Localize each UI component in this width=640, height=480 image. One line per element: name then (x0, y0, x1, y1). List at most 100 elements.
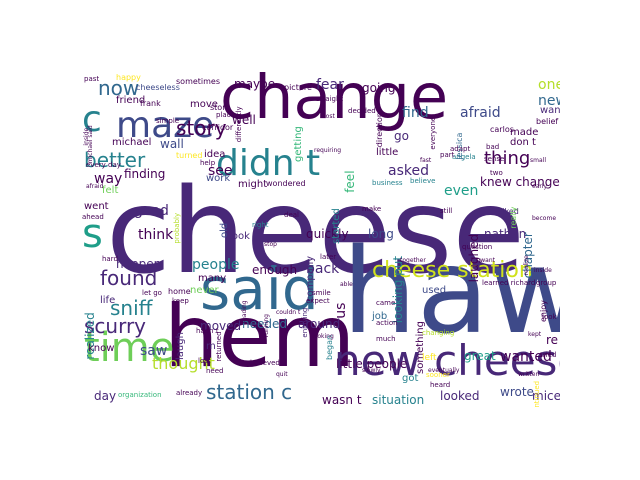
cloud-word: needed (242, 317, 287, 331)
cloud-word: left (422, 353, 437, 363)
cloud-word: question (462, 243, 493, 251)
cloud-word: sooner (426, 371, 450, 379)
cloud-word: straight (316, 95, 344, 103)
cloud-word: believed (250, 359, 280, 367)
cloud-word: sometimes (176, 77, 221, 86)
cloud-word: see (208, 163, 233, 179)
cloud-word: part (440, 151, 455, 159)
cloud-word: corridor (202, 123, 234, 132)
cloud-word: didn t (216, 143, 321, 184)
cloud-word: never (190, 285, 219, 296)
cloud-word: need (206, 367, 224, 375)
cloud-word: made (510, 127, 539, 138)
cloud-word: group (536, 279, 557, 287)
cloud-word: stop (264, 241, 277, 248)
cloud-word: tried (540, 351, 557, 359)
cloud-word: m (206, 341, 216, 352)
cloud-word: smile (312, 289, 331, 297)
cloud-word: quit (276, 371, 288, 378)
cloud-word: enjoy (539, 300, 548, 322)
cloud-word: looking (312, 333, 334, 340)
cloud-word: michael (112, 137, 152, 148)
cloud-word: eventually (428, 367, 460, 374)
cloud-word: many (198, 273, 227, 284)
cloud-word: us (333, 302, 349, 319)
cloud-word: home (168, 287, 191, 296)
cloud-word: couldn t (276, 309, 301, 316)
cloud-word: finding (124, 167, 166, 181)
cloud-word: find (402, 105, 429, 121)
cloud-word: organization (118, 391, 162, 399)
cloud-word: feel (343, 170, 357, 193)
cloud-word: probably (173, 212, 181, 244)
cloud-word: expect (306, 297, 330, 305)
cloud-word: came (376, 299, 396, 307)
cloud-word: keep (172, 297, 189, 305)
cloud-word: situation (372, 393, 425, 407)
cloud-word: sense (484, 155, 505, 163)
cloud-word: haw (342, 222, 560, 360)
cloud-word: wrote (500, 385, 534, 399)
cloud-word: small (530, 157, 546, 164)
cloud-word: already (176, 389, 203, 397)
cloud-word: help (200, 159, 216, 167)
cloud-word: angela (452, 153, 476, 161)
cloud-word: now (98, 76, 140, 100)
cloud-word: continued (533, 380, 541, 408)
cloud-word: fear (316, 77, 344, 93)
cloud-word: quickly (306, 227, 349, 241)
cloud-word: picture (284, 83, 312, 92)
cloud-word: right (252, 221, 269, 229)
cloud-word: running (263, 314, 270, 338)
cloud-word: happen (116, 257, 162, 271)
cloud-word: laugh (175, 332, 186, 360)
cloud-word: saw (140, 343, 168, 359)
cloud-word: people (192, 257, 240, 273)
cloud-word: looking put (391, 255, 405, 324)
cloud-word: got (402, 373, 419, 384)
cloud-word: used (422, 285, 447, 296)
cloud-word: went (84, 201, 109, 212)
cloud-word: become (532, 215, 557, 222)
cloud-word: move (190, 99, 218, 110)
cloud-word: hadn t (196, 327, 219, 335)
cloud-word: job (372, 311, 388, 322)
cloud-word: store (210, 103, 231, 112)
cloud-word: afraid (460, 105, 501, 121)
cloud-word: together (400, 257, 426, 264)
cloud-word: cheese station (372, 258, 533, 283)
cloud-word: getting (293, 126, 304, 162)
cloud-word: time (84, 325, 175, 371)
cloud-word: felt (102, 185, 119, 196)
cloud-word: little people (336, 357, 408, 371)
cloud-word: lost (324, 113, 335, 120)
cloud-word: day (94, 389, 117, 403)
cloud-word: looked (440, 389, 480, 403)
cloud-word: everyone (429, 116, 437, 150)
cloud-word: business (372, 179, 403, 187)
cloud-word: much (376, 335, 396, 343)
cloud-word: moved (200, 319, 242, 333)
cloud-word: t want (476, 257, 495, 264)
cloud-word: past (84, 75, 100, 83)
cloud-word: slowly (362, 367, 381, 374)
cloud-word: maybe (234, 77, 276, 91)
cloud-word: learned richard (482, 279, 536, 287)
cloud-word: know (88, 343, 115, 354)
cloud-word: early (532, 183, 548, 190)
cloud-word: started (331, 208, 342, 244)
cloud-word: direction (375, 112, 384, 148)
cloud-word: changing (422, 329, 455, 337)
cloud-word: work (206, 173, 231, 184)
cloud-word: action (376, 319, 398, 327)
cloud-word: took (228, 231, 250, 242)
cloud-word: scurry (84, 314, 147, 338)
cloud-word: thing (484, 148, 531, 169)
cloud-word: wasn t (322, 393, 362, 407)
cloud-word: sniff (110, 296, 153, 320)
cloud-word: differently (235, 106, 243, 143)
cloud-word: afraid (86, 183, 104, 190)
cloud-word: make (362, 205, 382, 213)
cloud-word: idea (204, 149, 226, 160)
